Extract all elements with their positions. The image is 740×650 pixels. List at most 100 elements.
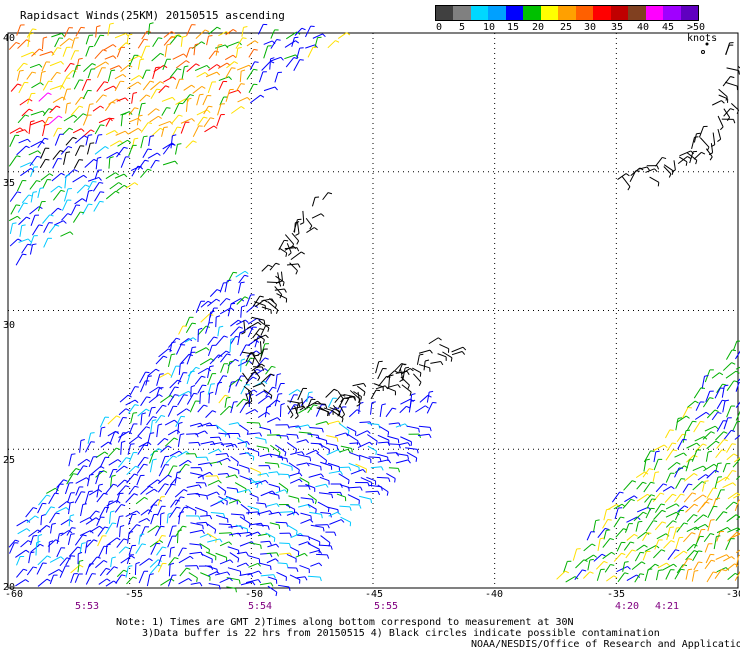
wind-barb bbox=[39, 158, 50, 169]
wind-barb bbox=[245, 389, 258, 396]
wind-barb bbox=[175, 344, 186, 355]
wind-barb bbox=[244, 451, 255, 461]
wind-barb bbox=[70, 204, 81, 215]
wind-barb bbox=[711, 132, 716, 148]
wind-barb bbox=[48, 540, 54, 553]
wind-barb bbox=[332, 410, 344, 423]
wind-barb bbox=[311, 213, 325, 219]
wind-barb bbox=[90, 465, 105, 476]
wind-barb bbox=[291, 232, 300, 245]
wind-barb bbox=[107, 415, 121, 425]
wind-barb bbox=[85, 563, 94, 575]
wind-barb bbox=[140, 526, 150, 537]
wind-barb bbox=[614, 507, 623, 520]
wind-barb bbox=[131, 92, 138, 104]
wind-barb bbox=[676, 415, 690, 423]
wind-barb bbox=[733, 456, 740, 463]
wind-barb bbox=[15, 549, 30, 558]
wind-barb bbox=[170, 134, 177, 149]
wind-barb bbox=[636, 544, 648, 551]
wind-barb bbox=[663, 164, 674, 175]
wind-barb bbox=[186, 484, 202, 489]
wind-barb bbox=[229, 337, 235, 353]
legend-swatch bbox=[593, 6, 611, 20]
wind-barb bbox=[386, 452, 399, 457]
wind-barb bbox=[238, 274, 249, 284]
wind-barb bbox=[41, 61, 51, 72]
wind-barb bbox=[247, 432, 263, 437]
wind-barb bbox=[16, 555, 25, 566]
wind-barb bbox=[208, 571, 221, 577]
wind-barb bbox=[705, 390, 714, 403]
wind-barb bbox=[293, 218, 302, 233]
wind-barb bbox=[180, 118, 195, 124]
wind-barb bbox=[197, 384, 207, 394]
wind-barb bbox=[52, 157, 62, 169]
wind-barb bbox=[95, 25, 101, 38]
wind-barb bbox=[218, 80, 228, 91]
wind-barb bbox=[258, 562, 272, 570]
wind-barb bbox=[611, 491, 624, 503]
wind-barb bbox=[451, 346, 467, 353]
wind-barb bbox=[263, 389, 273, 400]
wind-barb bbox=[32, 224, 43, 236]
legend-swatch bbox=[680, 6, 699, 20]
wind-barb bbox=[350, 469, 366, 475]
wind-barb bbox=[575, 559, 588, 569]
legend-label: 15 bbox=[507, 22, 520, 33]
wind-barb bbox=[107, 22, 114, 36]
wind-barb bbox=[99, 426, 106, 438]
wind-barb bbox=[73, 113, 87, 123]
wind-barb bbox=[138, 570, 149, 584]
wind-barb bbox=[257, 411, 270, 418]
wind-barb bbox=[388, 443, 401, 449]
legend-label: 40 bbox=[637, 22, 650, 33]
note-line-1: Note: 1) Times are GMT 2)Times along bot… bbox=[116, 617, 574, 628]
wind-barb bbox=[416, 353, 424, 365]
wind-barb bbox=[307, 542, 320, 554]
wind-barb bbox=[227, 546, 240, 555]
wind-barb bbox=[636, 481, 647, 490]
latitude-label: 25 bbox=[3, 455, 16, 466]
wind-barb bbox=[395, 423, 409, 428]
wind-barb bbox=[583, 571, 594, 579]
wind-barb bbox=[711, 100, 725, 106]
wind-barb bbox=[157, 554, 166, 567]
wind-barb bbox=[726, 405, 736, 418]
wind-barb bbox=[156, 373, 164, 386]
wind-barb bbox=[696, 529, 706, 542]
wind-barb bbox=[117, 139, 132, 147]
wind-barb bbox=[118, 408, 130, 416]
wind-barb bbox=[645, 507, 655, 519]
wind-barb bbox=[377, 459, 392, 464]
wind-barb bbox=[426, 402, 437, 414]
wind-barb bbox=[300, 519, 314, 524]
wind-barb bbox=[69, 468, 80, 477]
wind-barb bbox=[270, 29, 279, 39]
wind-barb bbox=[177, 372, 188, 385]
wind-barb bbox=[237, 281, 245, 294]
wind-barb bbox=[635, 520, 643, 532]
wind-barb bbox=[287, 405, 294, 419]
wind-barb bbox=[260, 540, 272, 545]
wind-barb bbox=[188, 441, 201, 447]
wind-barb bbox=[706, 440, 720, 450]
wind-barb bbox=[49, 574, 58, 585]
wind-barb bbox=[97, 535, 107, 547]
wind-barb bbox=[93, 200, 104, 212]
wind-barb bbox=[53, 189, 65, 201]
wind-barb bbox=[93, 34, 105, 47]
wind-barb bbox=[30, 214, 39, 227]
wind-barb bbox=[95, 94, 107, 103]
wind-barb bbox=[167, 465, 178, 476]
latitude-label: 35 bbox=[3, 178, 16, 189]
legend-label: 25 bbox=[560, 22, 573, 33]
wind-barb bbox=[704, 559, 716, 570]
wind-barb bbox=[726, 67, 740, 75]
contamination-dot bbox=[705, 42, 709, 46]
wind-barb bbox=[226, 487, 239, 494]
wind-barb bbox=[73, 79, 84, 90]
wind-barb bbox=[182, 94, 194, 104]
wind-barb bbox=[85, 573, 96, 585]
wind-barb bbox=[596, 568, 605, 581]
